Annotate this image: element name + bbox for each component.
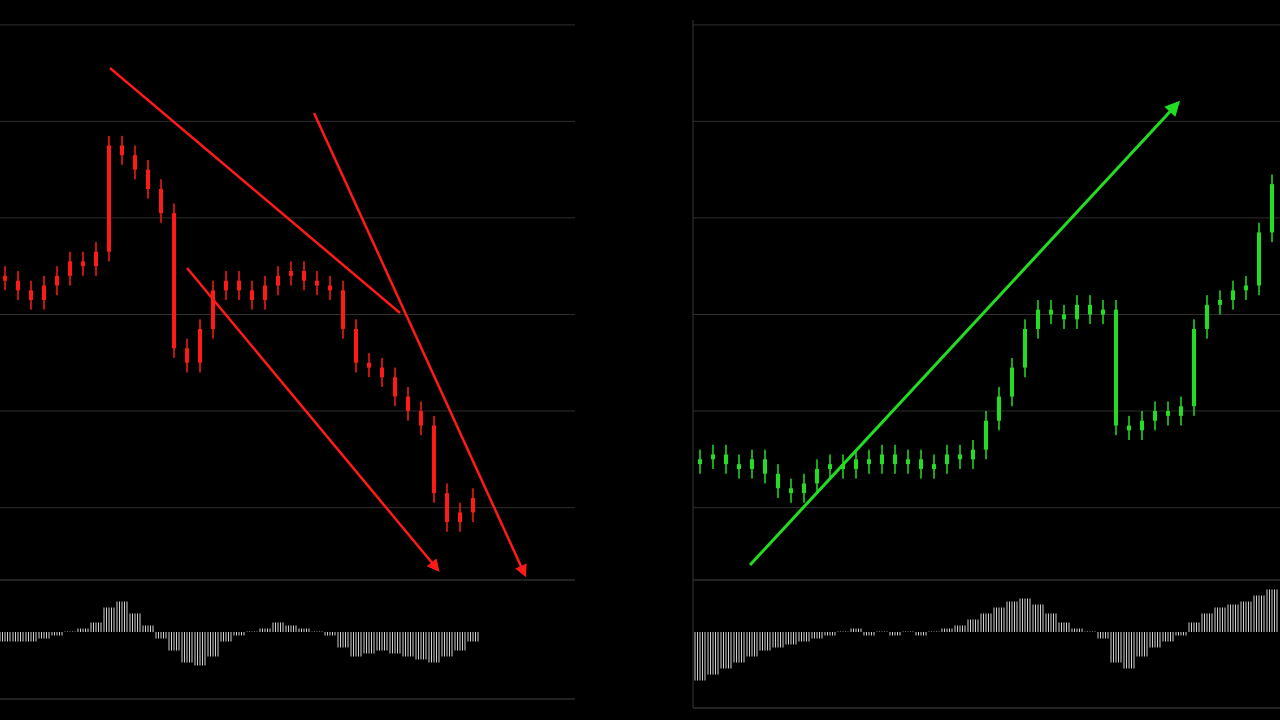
candle-body (198, 328, 202, 363)
candle-body (802, 483, 806, 494)
candle-body (55, 275, 59, 286)
candle-body (737, 464, 741, 469)
candle-body (789, 488, 793, 494)
candle-body (289, 271, 293, 276)
candle-body (471, 497, 475, 513)
candle-body (211, 290, 215, 329)
candle-body (1205, 304, 1209, 329)
candle-body (984, 420, 988, 450)
candle-body (1192, 328, 1196, 407)
candle-body (185, 348, 189, 363)
candle-body (906, 459, 910, 465)
candle-body (159, 188, 163, 214)
candle-body (458, 512, 462, 523)
candle-body (81, 261, 85, 267)
trend-line (109, 67, 401, 314)
candle-body (919, 459, 923, 469)
candle-body (250, 290, 254, 300)
candle-body (1257, 232, 1261, 286)
candle-body (16, 280, 20, 291)
candle-body (432, 425, 436, 494)
candle-body (958, 454, 962, 460)
candle-body (750, 459, 754, 469)
candle-body (1140, 420, 1144, 431)
candle-body (1166, 411, 1170, 416)
candle-body (828, 464, 832, 469)
candle-body (68, 261, 72, 276)
plot-layer (0, 24, 1280, 681)
candle-body (107, 145, 111, 252)
candle-body (3, 275, 7, 281)
candle-body (380, 367, 384, 378)
candle-body (1270, 184, 1274, 233)
candle-body (419, 411, 423, 426)
candle-body (224, 280, 228, 291)
candle-body (42, 285, 46, 300)
candle-body (445, 493, 449, 523)
trend-arrow (748, 100, 1181, 567)
candle-body (1244, 285, 1248, 291)
candle-body (315, 280, 319, 286)
candle-body (724, 454, 728, 465)
candle-body (393, 377, 397, 397)
candle-body (302, 271, 306, 281)
candle-body (172, 213, 176, 349)
candle-body (328, 285, 332, 291)
trend-arrow (312, 112, 527, 578)
candle-body (133, 155, 137, 170)
trend-arrow (186, 267, 440, 572)
candle-body (867, 459, 871, 465)
candle-body (711, 454, 715, 460)
candle-body (1218, 300, 1222, 305)
candle-body (1114, 309, 1118, 426)
candle-body (1088, 304, 1092, 315)
candle-body (1049, 309, 1053, 315)
candle-body (354, 328, 358, 363)
candle-body (263, 285, 267, 300)
candle-body (1062, 314, 1066, 320)
candle-body (341, 290, 345, 329)
candle-body (367, 362, 371, 368)
candle-body (1101, 309, 1105, 315)
candle-body (1036, 309, 1040, 329)
candle-body (776, 473, 780, 489)
candle-body (1231, 290, 1235, 300)
candle-body (1075, 304, 1079, 320)
candle-body (698, 459, 702, 465)
candle-body (971, 449, 975, 460)
candle-body (880, 454, 884, 465)
candle-body (932, 464, 936, 469)
candle-body (1153, 411, 1157, 421)
candle-body (997, 396, 1001, 421)
candle-body (1010, 367, 1014, 397)
candle-body (94, 251, 98, 267)
candle-body (945, 454, 949, 465)
candle-body (763, 459, 767, 474)
candle-body (1179, 406, 1183, 416)
candle-body (276, 275, 280, 286)
candle-body (854, 459, 858, 469)
candle-body (146, 169, 150, 189)
candle-body (120, 145, 124, 156)
candle-body (1023, 328, 1027, 368)
candle-body (237, 280, 241, 291)
candle-body (893, 454, 897, 465)
candle-body (406, 396, 410, 412)
candle-body (1127, 425, 1131, 431)
candle-body (29, 290, 33, 300)
candle-body (815, 468, 819, 484)
